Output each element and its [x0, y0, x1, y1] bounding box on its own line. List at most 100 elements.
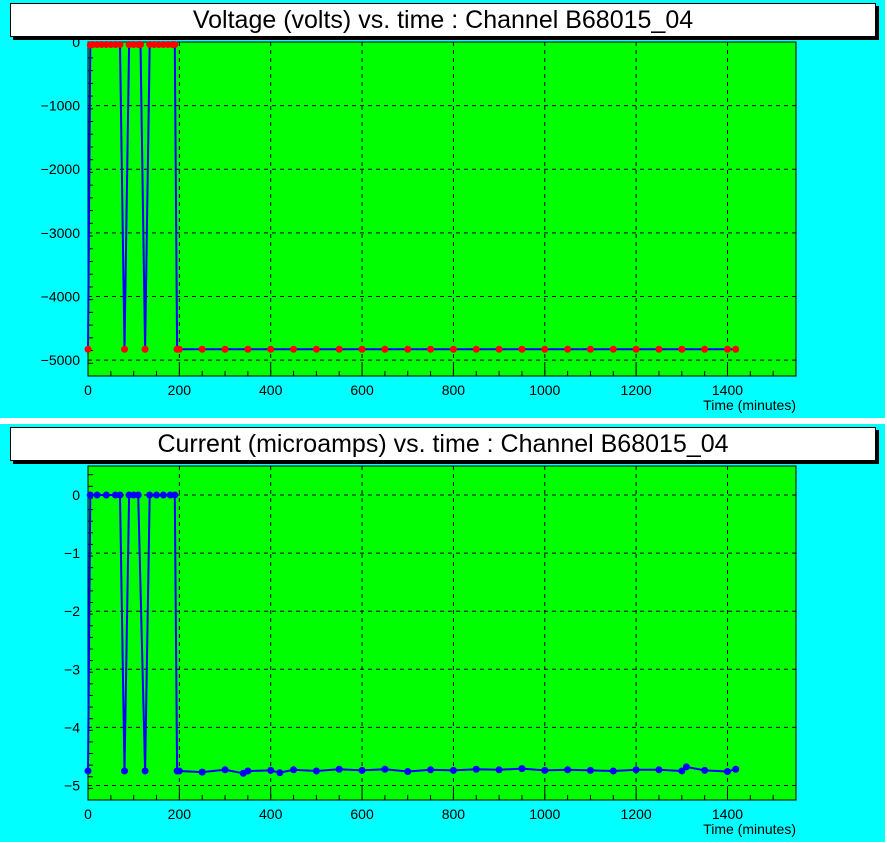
data-point: [312, 767, 320, 775]
x-tick-label: 200: [168, 806, 192, 822]
data-point: [609, 767, 617, 775]
y-tick-label: 0: [72, 34, 80, 50]
x-tick-label: 400: [259, 806, 283, 822]
x-tick-label: 1400: [712, 806, 743, 822]
y-tick-label: −1000: [41, 98, 81, 114]
y-tick-label: 0: [72, 487, 80, 503]
data-point: [198, 345, 206, 353]
y-tick-label: −4000: [41, 288, 81, 304]
data-point: [655, 345, 663, 353]
data-point: [518, 345, 526, 353]
current-chart: 0 200 400 600 800 1000 1200 1400 0 −1 −2 −3 −4 −5 Time…: [64, 465, 797, 837]
data-point: [427, 766, 435, 774]
y-tick-label: −2: [64, 603, 80, 619]
plot-area: [88, 42, 796, 376]
data-point: [244, 767, 252, 775]
data-point: [175, 345, 183, 353]
data-point: [586, 766, 594, 774]
data-point: [586, 345, 594, 353]
y-tick-label: −1: [64, 545, 80, 561]
x-tick-label: 600: [350, 382, 374, 398]
x-tick-label: 800: [442, 382, 466, 398]
data-point: [564, 345, 572, 353]
x-tick-label: 0: [84, 806, 92, 822]
data-point: [171, 41, 179, 49]
voltage-chart: 0 200 400 600 800 1000 1200 1400 0 −1000 −2000 −300…: [41, 34, 797, 413]
data-point: [472, 765, 480, 773]
data-point: [93, 491, 101, 499]
data-point: [221, 766, 229, 774]
data-point: [198, 768, 206, 776]
y-tick-label: −4: [64, 719, 80, 735]
x-tick-label: 200: [168, 382, 192, 398]
data-point: [276, 769, 284, 777]
x-tick-label: 600: [350, 806, 374, 822]
x-axis-title: Time (minutes): [703, 397, 796, 413]
data-point: [84, 767, 92, 775]
plot-frame: [87, 41, 797, 377]
data-point: [427, 345, 435, 353]
x-tick-label: 1000: [529, 382, 560, 398]
data-point: [121, 345, 129, 353]
data-point: [141, 767, 149, 775]
data-point: [102, 491, 110, 499]
data-point: [541, 345, 549, 353]
data-point: [159, 491, 167, 499]
data-point: [632, 345, 640, 353]
data-point: [495, 345, 503, 353]
data-point: [116, 491, 124, 499]
data-point: [121, 767, 129, 775]
current-chart-panel: 0 200 400 600 800 1000 1200 1400 0 −1 −2 −3 −4 −5 Time…: [0, 424, 885, 842]
data-point: [701, 345, 709, 353]
y-tick-label: −5000: [41, 352, 81, 368]
data-point: [267, 766, 275, 774]
y-tick-label: −2000: [41, 161, 81, 177]
data-point: [682, 763, 690, 771]
data-point: [732, 765, 740, 773]
x-tick-label: 1000: [529, 806, 560, 822]
data-point: [137, 41, 145, 49]
plot-area: [88, 466, 796, 800]
data-point: [404, 768, 412, 776]
data-point: [381, 345, 389, 353]
data-point: [723, 345, 731, 353]
x-tick-label: 1200: [621, 382, 652, 398]
data-point: [358, 766, 366, 774]
data-point: [116, 41, 124, 49]
data-point: [404, 345, 412, 353]
data-point: [678, 767, 686, 775]
data-point: [312, 345, 320, 353]
data-point: [541, 766, 549, 774]
data-point: [495, 766, 503, 774]
data-point: [84, 345, 92, 353]
data-point: [134, 491, 142, 499]
data-point: [564, 766, 572, 774]
data-point: [655, 766, 663, 774]
data-point: [449, 766, 457, 774]
data-point: [153, 491, 161, 499]
x-axis-title: Time (minutes): [703, 821, 796, 837]
current-chart-title: Current (microamps) vs. time : Channel B…: [10, 427, 876, 461]
data-point: [171, 491, 179, 499]
data-point: [141, 345, 149, 353]
x-tick-label: 1200: [621, 806, 652, 822]
data-point: [358, 345, 366, 353]
data-point: [678, 345, 686, 353]
data-point: [290, 766, 298, 774]
y-tick-label: −5: [64, 777, 80, 793]
data-point: [175, 767, 183, 775]
x-tick-label: 1400: [712, 382, 743, 398]
voltage-chart-panel: 0 200 400 600 800 1000 1200 1400 0 −1000 −2000 −300…: [0, 0, 885, 418]
x-tick-label: 0: [84, 382, 92, 398]
data-point: [723, 768, 731, 776]
data-point: [146, 491, 154, 499]
data-point: [732, 345, 740, 353]
data-point: [290, 345, 298, 353]
x-tick-label: 800: [442, 806, 466, 822]
data-point: [518, 765, 526, 773]
data-point: [632, 766, 640, 774]
data-point: [472, 345, 480, 353]
x-tick-label: 400: [259, 382, 283, 398]
data-point: [335, 345, 343, 353]
y-tick-label: −3: [64, 661, 80, 677]
